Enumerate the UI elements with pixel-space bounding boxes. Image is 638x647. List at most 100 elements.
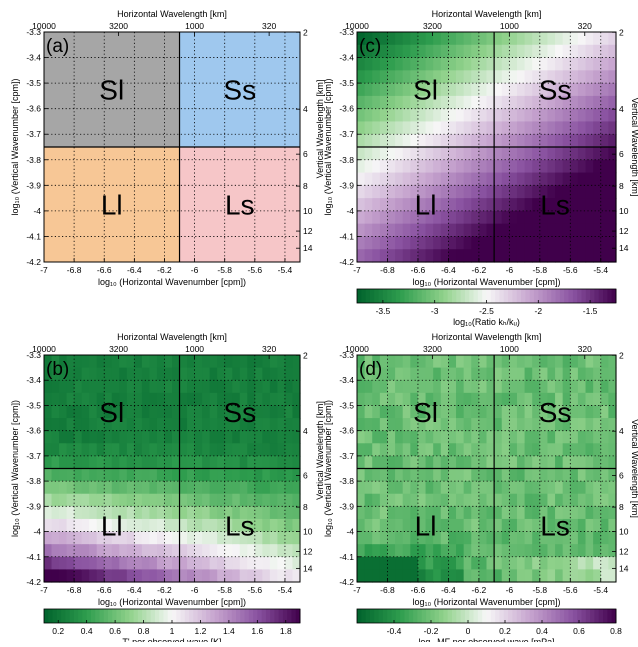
heatmap-cell — [187, 544, 196, 558]
heatmap-cell — [471, 223, 480, 238]
heatmap-cell — [172, 481, 181, 495]
heatmap-cell — [44, 531, 53, 545]
right-axis-label: Vertical Wavelength [km] — [630, 98, 638, 197]
heatmap-cell — [463, 367, 472, 381]
heatmap-cell — [59, 443, 68, 457]
heatmap-cell — [172, 518, 181, 533]
colorbar-swatch — [542, 609, 548, 623]
heatmap-cell — [217, 569, 226, 583]
heatmap-cell — [149, 443, 158, 457]
heatmap-cell — [478, 468, 488, 482]
heatmap-cell — [577, 506, 587, 520]
heatmap-cell — [364, 70, 373, 84]
colorbar-swatch — [533, 289, 539, 303]
heatmap-cell — [172, 455, 181, 470]
region-label: Ll — [101, 510, 123, 541]
heatmap-cell — [402, 134, 411, 148]
y-tick-label: -3.6 — [339, 104, 354, 114]
heatmap-cell — [585, 392, 594, 407]
heatmap-cell — [395, 506, 404, 520]
heatmap-cell — [509, 455, 518, 470]
heatmap-cell — [425, 405, 434, 419]
heatmap-cell — [179, 367, 188, 381]
colorbar-swatch — [361, 289, 367, 303]
heatmap-cell — [372, 443, 381, 457]
heatmap-cell — [284, 380, 294, 394]
heatmap-cell — [463, 468, 472, 482]
heatmap-cell — [555, 159, 564, 174]
heatmap-cell — [516, 236, 526, 250]
right-tick-label: 8 — [303, 181, 308, 191]
heatmap-cell — [51, 392, 60, 407]
heatmap-cell — [516, 185, 526, 199]
right-tick-label: 14 — [303, 563, 313, 573]
heatmap-cell — [179, 468, 188, 482]
heatmap-cell — [194, 405, 203, 419]
heatmap-cell — [494, 430, 503, 444]
heatmap-cell — [187, 518, 196, 533]
heatmap-cell — [179, 380, 188, 394]
heatmap-cell — [417, 95, 427, 110]
heatmap-cell — [494, 355, 503, 369]
top-tick-label: 10000 — [345, 21, 369, 31]
heatmap-cell — [516, 493, 526, 507]
heatmap-cell — [164, 468, 173, 482]
heatmap-cell — [410, 556, 419, 570]
heatmap-cell — [96, 367, 105, 381]
heatmap-cell — [463, 544, 472, 558]
heatmap-cell — [134, 569, 143, 583]
heatmap-cell — [463, 493, 472, 507]
heatmap-cell — [539, 210, 549, 225]
heatmap-cell — [357, 455, 366, 470]
heatmap-cell — [410, 506, 419, 520]
heatmap-cell — [532, 544, 541, 558]
colorbar-swatch — [108, 609, 113, 623]
x-tick-label: -5.6 — [247, 265, 262, 275]
heatmap-cell — [577, 134, 587, 148]
x-tick-label: -5.6 — [247, 585, 262, 595]
colorbar-swatch — [572, 289, 578, 303]
heatmap-cell — [478, 198, 488, 212]
heatmap-cell — [593, 83, 602, 97]
heatmap-cell — [187, 380, 196, 394]
heatmap-cell — [555, 44, 564, 59]
heatmap-cell — [433, 70, 442, 84]
heatmap-cell — [194, 493, 203, 507]
heatmap-cell — [585, 531, 594, 545]
heatmap-cell — [126, 355, 135, 369]
heatmap-cell — [254, 405, 263, 419]
heatmap-cell — [547, 531, 556, 545]
heatmap-cell — [478, 210, 488, 225]
heatmap-cell — [547, 481, 556, 495]
heatmap-cell — [440, 249, 450, 263]
heatmap-cell — [156, 392, 166, 407]
heatmap-cell — [402, 405, 411, 419]
heatmap-cell — [224, 556, 233, 570]
heatmap-cell — [387, 95, 396, 110]
heatmap-cell — [547, 32, 556, 46]
heatmap-cell — [562, 380, 571, 394]
heatmap-cell — [379, 531, 389, 545]
heatmap-cell — [156, 405, 166, 419]
heatmap-cell — [402, 481, 411, 495]
heatmap-cell — [372, 380, 381, 394]
heatmap-cell — [357, 210, 366, 225]
colorbar-swatch — [408, 289, 414, 303]
heatmap-cell — [593, 44, 602, 59]
heatmap-cell — [111, 569, 120, 583]
heatmap-cell — [410, 518, 419, 533]
heatmap-cell — [387, 236, 396, 250]
heatmap-cell — [471, 569, 480, 583]
heatmap-cell — [524, 95, 533, 110]
heatmap-cell — [608, 57, 617, 71]
heatmap-cell — [471, 493, 480, 507]
heatmap-cell — [66, 355, 75, 369]
heatmap-cell — [395, 418, 404, 432]
heatmap-cell — [585, 57, 594, 71]
heatmap-cell — [194, 531, 203, 545]
heatmap-cell — [547, 493, 556, 507]
top-axis-label: Horizontal Wavelength [km] — [117, 9, 227, 19]
heatmap-cell — [209, 418, 218, 432]
heatmap-cell — [433, 172, 442, 186]
